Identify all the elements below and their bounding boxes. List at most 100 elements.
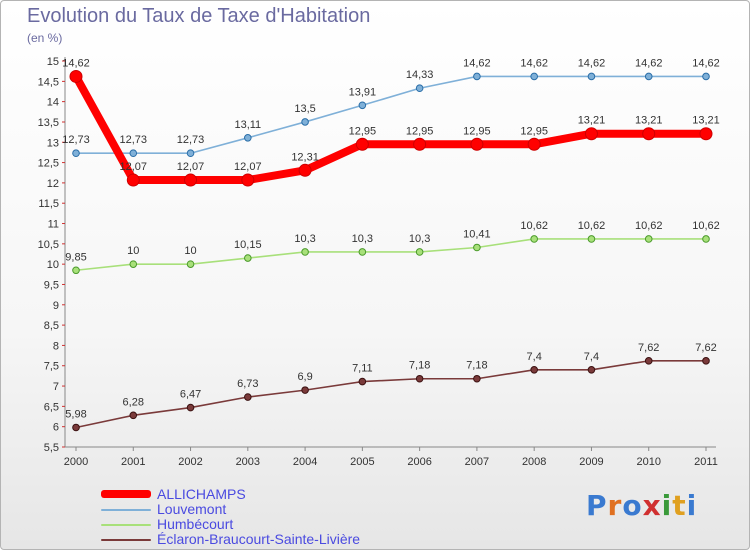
data-label: 13,5 <box>294 103 315 115</box>
y-tick-label: 12,5 <box>38 158 59 170</box>
data-point <box>72 149 80 158</box>
data-label: 13,21 <box>578 115 606 127</box>
data-label: 10,62 <box>578 220 606 232</box>
data-label: 6,73 <box>237 378 258 390</box>
x-tick-label: 2007 <box>465 456 489 468</box>
legend-label: ALLICHAMPS <box>157 486 246 502</box>
data-point <box>644 235 653 243</box>
chart-title: Evolution du Taux de Taxe d'Habitation <box>27 5 371 27</box>
data-label: 12,95 <box>520 125 548 137</box>
data-point <box>470 137 484 151</box>
data-label: 12,73 <box>62 134 90 146</box>
legend-swatch <box>101 490 151 498</box>
unit-label: (en %) <box>27 31 63 45</box>
data-point <box>530 72 538 81</box>
y-tick-label: 13,5 <box>38 117 59 129</box>
x-tick-label: 2003 <box>236 456 260 468</box>
data-point <box>587 366 596 374</box>
data-point <box>244 133 252 142</box>
data-point <box>358 248 367 256</box>
y-tick-label: 8 <box>53 340 59 352</box>
data-label: 12,73 <box>120 134 148 146</box>
y-tick-label: 14 <box>47 97 59 109</box>
data-point <box>241 173 255 187</box>
y-tick-label: 14,5 <box>38 76 59 88</box>
data-label: 12,73 <box>177 134 205 146</box>
y-tick-label: 9,5 <box>44 279 59 291</box>
data-label: 12,95 <box>349 125 377 137</box>
data-label: 12,07 <box>120 161 148 173</box>
y-tick-label: 7,5 <box>44 361 59 373</box>
data-point <box>129 260 138 268</box>
series-line-allichamps <box>72 72 710 185</box>
logo-letter: t <box>672 489 687 522</box>
data-label: 6,47 <box>180 389 201 401</box>
data-label: 6,28 <box>123 396 144 408</box>
data-label: 9,85 <box>65 251 86 263</box>
data-point <box>301 248 309 256</box>
data-label: 14,62 <box>578 57 606 69</box>
data-label: 7,62 <box>638 342 659 354</box>
x-tick-label: 2002 <box>178 456 202 468</box>
data-point <box>358 377 367 386</box>
data-point <box>642 127 656 141</box>
data-label: 13,91 <box>349 86 377 98</box>
proxiti-logo: Proxiti <box>586 489 697 522</box>
data-label: 14,62 <box>62 57 90 69</box>
data-point <box>702 72 710 81</box>
legend-label: Humbécourt <box>157 516 234 532</box>
y-tick-label: 10 <box>47 259 59 271</box>
data-label: 10 <box>184 245 196 257</box>
series-line-humb-court <box>75 238 707 272</box>
data-label: 14,62 <box>635 57 663 69</box>
data-point <box>129 411 138 420</box>
data-label: 7,18 <box>466 360 487 372</box>
data-point <box>186 149 195 158</box>
logo-letter: o <box>622 489 643 522</box>
data-label: 14,62 <box>692 57 720 69</box>
logo-letter: i <box>686 489 698 522</box>
data-point <box>301 386 309 394</box>
data-point <box>415 374 424 383</box>
data-point <box>298 163 312 177</box>
legend-swatch <box>101 509 151 511</box>
data-point <box>415 248 424 256</box>
data-point <box>186 403 195 412</box>
series-line--claron-braucourt-sainte-livi-re <box>75 360 707 429</box>
data-point <box>527 137 541 151</box>
data-point <box>587 235 596 243</box>
x-tick-label: 2011 <box>694 456 718 468</box>
data-label: 10,3 <box>409 233 430 245</box>
data-label: 13,21 <box>635 115 663 127</box>
data-point <box>126 173 140 187</box>
legend-label: Éclaron-Braucourt-Sainte-Livière <box>157 531 361 547</box>
data-label: 13,21 <box>692 115 720 127</box>
legend-label: Louvemont <box>157 501 227 517</box>
y-tick-label: 6 <box>53 422 59 434</box>
x-tick-label: 2001 <box>121 456 145 468</box>
y-tick-label: 6,5 <box>44 401 59 413</box>
data-point <box>584 127 598 141</box>
data-point <box>473 374 481 383</box>
data-label: 14,33 <box>406 69 434 81</box>
data-label: 7,62 <box>695 342 716 354</box>
data-point <box>301 118 309 126</box>
logo-letter: x <box>642 489 662 522</box>
data-label: 5,98 <box>65 408 86 420</box>
x-tick-label: 2006 <box>407 456 431 468</box>
data-point <box>530 366 538 374</box>
data-point <box>358 101 367 110</box>
data-label: 12,95 <box>463 125 491 137</box>
data-point <box>644 72 653 81</box>
data-point <box>69 69 83 83</box>
data-label: 6,9 <box>297 371 312 383</box>
y-tick-label: 5,5 <box>44 442 59 454</box>
data-label: 12,95 <box>406 125 434 137</box>
logo-letter: i <box>661 489 673 522</box>
data-point <box>184 173 198 187</box>
data-label: 10,62 <box>635 220 663 232</box>
legend-swatch <box>101 524 151 526</box>
data-point <box>413 137 427 151</box>
data-label: 10,3 <box>352 233 373 245</box>
